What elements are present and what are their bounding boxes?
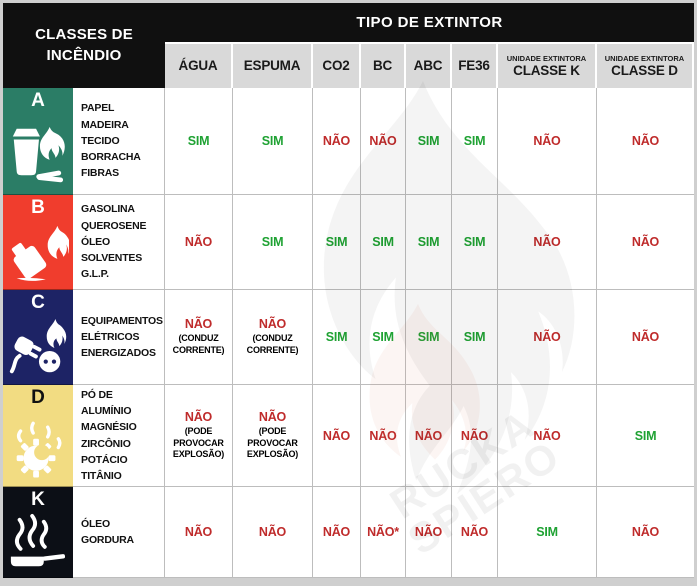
- cell-k-bc: NÃO*: [361, 487, 406, 578]
- tipo-header: TIPO DE EXTINTOR: [165, 3, 694, 42]
- column-header-abc: ABC: [406, 42, 452, 88]
- cell-k-classe-k: SIM: [498, 487, 597, 578]
- class-a-materials: PAPEL MADEIRA TECIDO BORRACHA FIBRAS: [73, 88, 165, 195]
- electric-plug-fire-icon: [9, 318, 67, 374]
- fuel-can-fire-icon: [11, 225, 69, 281]
- trash-can-fire-icon: [12, 126, 65, 183]
- cell-c-espuma: NÃO (CONDUZ CORRENTE): [233, 290, 313, 385]
- cell-k-classe-d: NÃO: [597, 487, 694, 578]
- cell-d-abc: NÃO: [406, 385, 452, 487]
- class-k-letter: K: [31, 489, 45, 510]
- column-header-bc: BC: [361, 42, 406, 88]
- cell-a-bc: NÃO: [361, 88, 406, 195]
- cell-c-bc: SIM: [361, 290, 406, 385]
- cell-b-co2: SIM: [313, 195, 361, 290]
- cell-b-espuma: SIM: [233, 195, 313, 290]
- class-b-cell: B: [3, 195, 73, 290]
- cell-k-espuma: NÃO: [233, 487, 313, 578]
- class-k-materials: ÓLEO GORDURA: [73, 487, 165, 578]
- cell-b-abc: SIM: [406, 195, 452, 290]
- cell-a-agua: SIM: [165, 88, 233, 195]
- class-a-cell: A: [3, 88, 73, 195]
- cell-c-fe36: SIM: [452, 290, 498, 385]
- cell-c-classe-d: NÃO: [597, 290, 694, 385]
- cell-c-classe-k: NÃO: [498, 290, 597, 385]
- cell-b-classe-d: NÃO: [597, 195, 694, 290]
- cell-c-abc: SIM: [406, 290, 452, 385]
- cell-a-espuma: SIM: [233, 88, 313, 195]
- column-header-classe-k: UNIDADE EXTINTORA CLASSE K: [498, 42, 597, 88]
- class-d-materials: PÓ DE ALUMÍNIO MAGNÉSIO ZIRCÔNIO POTÁCIO…: [73, 385, 165, 487]
- cell-d-classe-k: NÃO: [498, 385, 597, 487]
- class-c-letter: C: [31, 292, 45, 313]
- column-header-agua: ÁGUA: [165, 42, 233, 88]
- cell-b-fe36: SIM: [452, 195, 498, 290]
- frying-pan-fire-icon: [10, 513, 66, 567]
- cell-d-bc: NÃO: [361, 385, 406, 487]
- class-b-letter: B: [31, 197, 45, 218]
- cell-d-fe36: NÃO: [452, 385, 498, 487]
- cell-b-agua: NÃO: [165, 195, 233, 290]
- column-header-fe36: FE36: [452, 42, 498, 88]
- cell-a-abc: SIM: [406, 88, 452, 195]
- cell-d-classe-d: SIM: [597, 385, 694, 487]
- classes-header-line1: CLASSES DE: [35, 26, 133, 44]
- class-c-materials: EQUIPAMENTOS ELÉTRICOS ENERGIZADOS: [73, 290, 165, 385]
- cell-k-agua: NÃO: [165, 487, 233, 578]
- classes-header: CLASSES DE INCÊNDIO: [3, 3, 165, 88]
- cell-a-classe-k: NÃO: [498, 88, 597, 195]
- cell-b-bc: SIM: [361, 195, 406, 290]
- cell-c-co2: SIM: [313, 290, 361, 385]
- classes-header-line2: INCÊNDIO: [46, 46, 122, 64]
- cell-k-co2: NÃO: [313, 487, 361, 578]
- class-d-cell: D: [3, 385, 73, 487]
- cell-k-abc: NÃO: [406, 487, 452, 578]
- class-d-letter: D: [31, 387, 45, 408]
- class-c-cell: C: [3, 290, 73, 385]
- extinguisher-table: CLASSES DE INCÊNDIO TIPO DE EXTINTOR ÁGU…: [3, 3, 694, 578]
- cell-d-co2: NÃO: [313, 385, 361, 487]
- class-k-cell: K: [3, 487, 73, 578]
- cell-d-agua: NÃO (PODE PROVOCAR EXPLOSÃO): [165, 385, 233, 487]
- cell-a-fe36: SIM: [452, 88, 498, 195]
- cell-b-classe-k: NÃO: [498, 195, 597, 290]
- class-b-materials: GASOLINA QUEROSENE ÓLEO SOLVENTES G.L.P.: [73, 195, 165, 290]
- column-header-espuma: ESPUMA: [233, 42, 313, 88]
- column-header-co2: CO2: [313, 42, 361, 88]
- class-a-letter: A: [31, 90, 45, 111]
- cell-a-co2: NÃO: [313, 88, 361, 195]
- cell-k-fe36: NÃO: [452, 487, 498, 578]
- cell-c-agua: NÃO (CONDUZ CORRENTE): [165, 290, 233, 385]
- metal-gear-fire-icon: [16, 421, 62, 478]
- cell-d-espuma: NÃO (PODE PROVOCAR EXPLOSÃO): [233, 385, 313, 487]
- column-header-classe-d: UNIDADE EXTINTORA CLASSE D: [597, 42, 694, 88]
- cell-a-classe-d: NÃO: [597, 88, 694, 195]
